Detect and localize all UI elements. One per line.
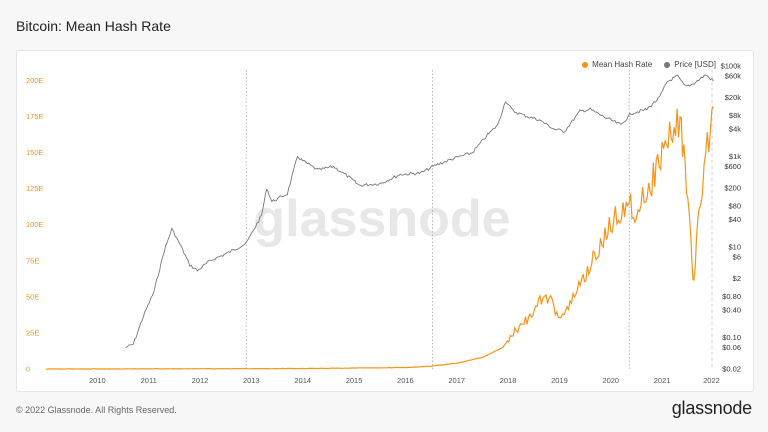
x-tick-label: 2015 xyxy=(346,376,363,385)
hash-rate-series-line xyxy=(45,106,714,370)
x-tick-label: 2013 xyxy=(243,376,260,385)
x-tick-label: 2017 xyxy=(448,376,465,385)
right-tick-label: $8k xyxy=(729,111,741,120)
right-tick-label: $80 xyxy=(728,202,741,211)
brand-logo: glassnode xyxy=(671,398,752,418)
right-tick-label: $10 xyxy=(728,242,741,251)
legend-label-hash-rate: Mean Hash Rate xyxy=(592,60,653,69)
right-tick-label: $200 xyxy=(724,184,741,193)
right-tick-label: $0.02 xyxy=(722,365,741,374)
legend-dot-hash-rate xyxy=(582,61,589,68)
left-tick-label: 50E xyxy=(26,292,39,301)
right-tick-label: $100k xyxy=(721,62,742,71)
left-tick-label: 100E xyxy=(26,220,44,229)
right-tick-label: $20k xyxy=(725,93,742,102)
legend-item-hash-rate[interactable]: Mean Hash Rate xyxy=(582,60,652,69)
x-tick-label: 2018 xyxy=(500,376,517,385)
right-tick-label: $600 xyxy=(724,162,741,171)
right-axis-ticks: $0.02 $0.06$0.10 $0.40 $0.80 $2 $6$10 $40 $80 $2… xyxy=(721,62,742,374)
left-axis-ticks: 0 25E 50E 75E 100E 125E 150E 175E 200E xyxy=(26,76,44,374)
x-tick-label: 2016 xyxy=(397,376,414,385)
right-tick-label: $0.10 xyxy=(722,333,741,342)
left-tick-label: 0 xyxy=(26,365,30,374)
right-tick-label: $0.40 xyxy=(722,306,741,315)
legend-dot-price xyxy=(664,61,671,68)
right-tick-label: $40 xyxy=(728,215,741,224)
right-tick-label: $0.80 xyxy=(722,292,741,301)
left-tick-label: 150E xyxy=(26,148,44,157)
right-tick-label: $60k xyxy=(725,72,742,81)
legend: Mean Hash Rate Price [USD] xyxy=(582,60,716,69)
right-tick-label: $6 xyxy=(733,252,741,261)
x-tick-label: 2012 xyxy=(192,376,209,385)
left-tick-label: 175E xyxy=(26,112,44,121)
x-tick-label: 2020 xyxy=(602,376,619,385)
x-tick-label: 2019 xyxy=(551,376,568,385)
x-axis-ticks: 2010 2011 2012 2013 2014 2015 2016 2017 2018 2019… xyxy=(89,376,720,385)
copyright-text: © 2022 Glassnode. All Rights Reserved. xyxy=(16,405,177,415)
watermark: glassnode xyxy=(253,190,510,248)
x-tick-label: 2011 xyxy=(141,376,157,385)
x-tick-label: 2010 xyxy=(89,376,106,385)
left-tick-label: 75E xyxy=(26,256,39,265)
right-tick-label: $1k xyxy=(729,152,741,161)
right-tick-label: $4k xyxy=(729,125,741,134)
legend-label-price: Price [USD] xyxy=(674,60,716,69)
chart-panel xyxy=(16,50,754,392)
chart-title: Bitcoin: Mean Hash Rate xyxy=(16,18,171,34)
left-tick-label: 25E xyxy=(26,328,39,337)
halving-lines xyxy=(245,70,713,369)
left-tick-label: 200E xyxy=(26,76,44,85)
price-series-line xyxy=(125,74,714,348)
left-tick-label: 125E xyxy=(26,184,44,193)
x-tick-label: 2021 xyxy=(654,376,671,385)
right-tick-label: $2 xyxy=(733,274,741,283)
x-tick-label: 2022 xyxy=(703,376,720,385)
legend-item-price[interactable]: Price [USD] xyxy=(664,60,716,69)
right-tick-label: $0.06 xyxy=(722,343,741,352)
x-tick-label: 2014 xyxy=(294,376,311,385)
